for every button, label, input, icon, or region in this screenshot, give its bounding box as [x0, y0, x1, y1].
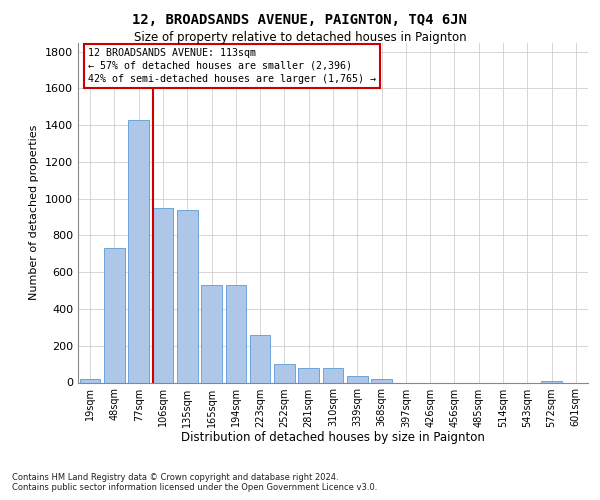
Bar	[80, 379, 100, 382]
Bar	[541, 380, 562, 382]
Bar	[201, 285, 222, 382]
Bar	[250, 334, 271, 382]
Bar	[104, 248, 125, 382]
Text: 12, BROADSANDS AVENUE, PAIGNTON, TQ4 6JN: 12, BROADSANDS AVENUE, PAIGNTON, TQ4 6JN	[133, 12, 467, 26]
Bar	[226, 285, 246, 382]
X-axis label: Distribution of detached houses by size in Paignton: Distribution of detached houses by size …	[181, 431, 485, 444]
Bar	[128, 120, 149, 382]
Bar	[371, 379, 392, 382]
Bar	[347, 376, 368, 382]
Bar	[152, 208, 173, 382]
Text: Contains HM Land Registry data © Crown copyright and database right 2024.
Contai: Contains HM Land Registry data © Crown c…	[12, 473, 377, 492]
Y-axis label: Number of detached properties: Number of detached properties	[29, 125, 40, 300]
Bar	[274, 364, 295, 382]
Text: Size of property relative to detached houses in Paignton: Size of property relative to detached ho…	[134, 31, 466, 44]
Bar	[298, 368, 319, 382]
Text: 12 BROADSANDS AVENUE: 113sqm
← 57% of detached houses are smaller (2,396)
42% of: 12 BROADSANDS AVENUE: 113sqm ← 57% of de…	[88, 48, 376, 84]
Bar	[323, 368, 343, 382]
Bar	[177, 210, 197, 382]
